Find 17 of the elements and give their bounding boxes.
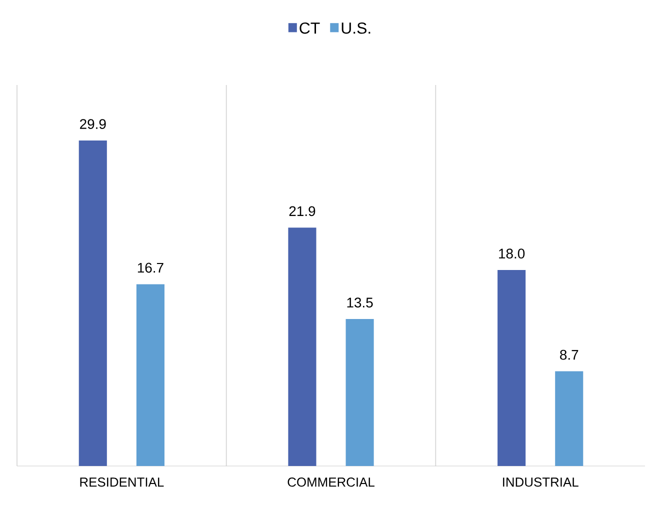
data-label: 16.7 — [138, 262, 164, 273]
bar — [136, 284, 164, 466]
bar — [555, 371, 584, 466]
x-tick-label: COMMERCIAL — [288, 478, 374, 487]
legend-label: CT — [300, 22, 320, 34]
bar — [288, 228, 316, 466]
data-label: 18.0 — [499, 248, 525, 259]
x-tick-label: INDUSTRIAL — [503, 478, 578, 487]
bar — [346, 319, 374, 466]
data-label: 29.9 — [80, 119, 106, 129]
bar — [498, 270, 526, 466]
legend-label: U.S. — [342, 22, 370, 34]
data-label: 13.5 — [347, 298, 373, 308]
data-label: 21.9 — [289, 206, 316, 216]
data-label: 8.7 — [560, 350, 578, 360]
x-tick-label: RESIDENTIAL — [80, 478, 164, 487]
bar — [78, 140, 107, 466]
